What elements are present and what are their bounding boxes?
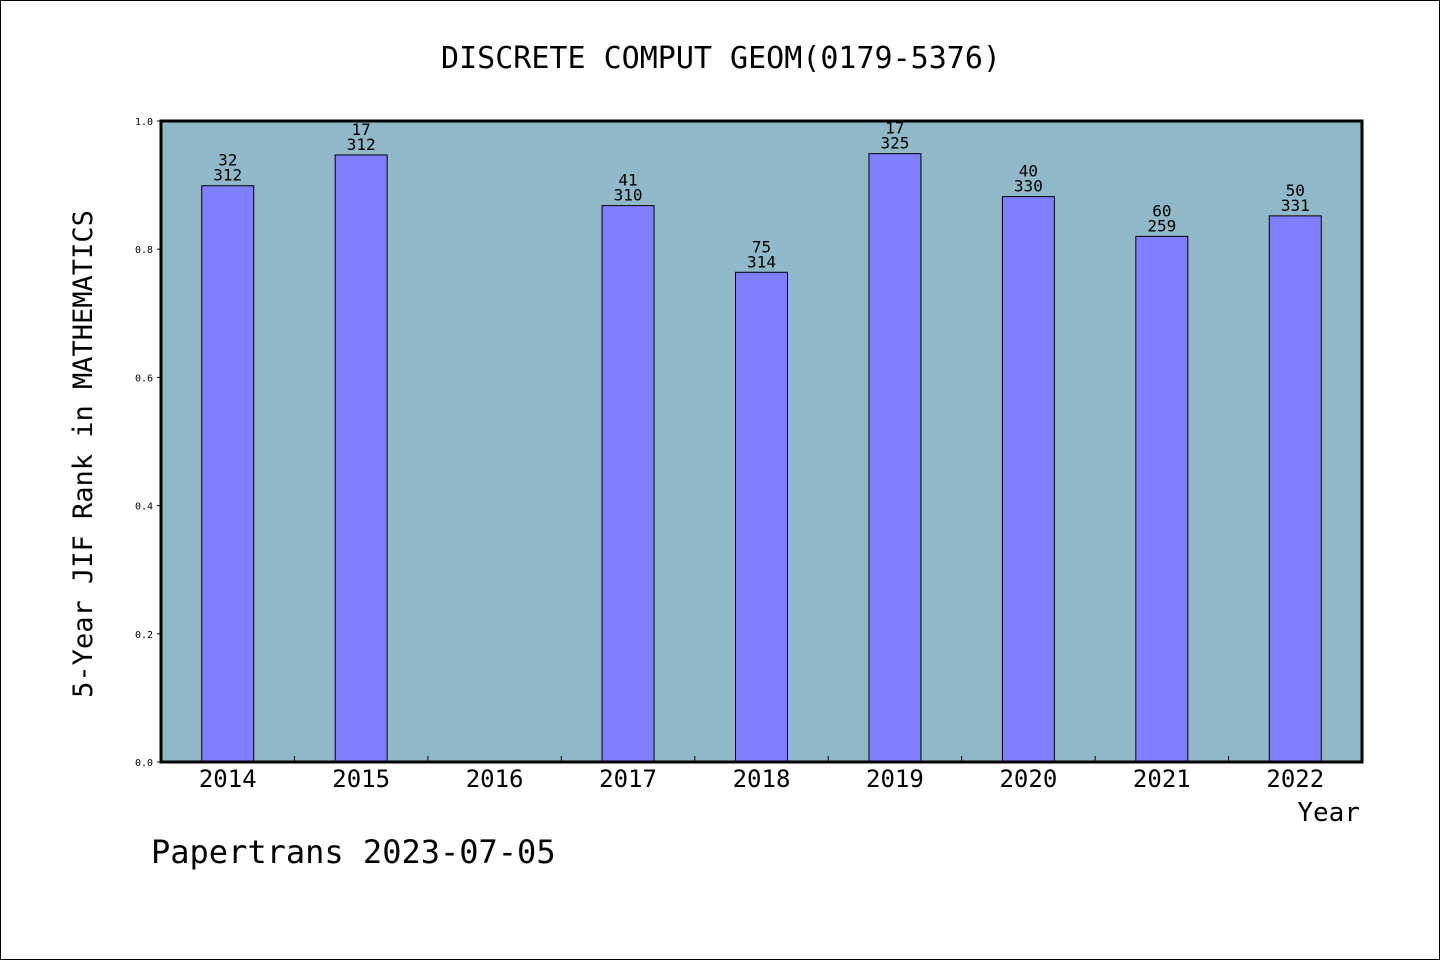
bar-total-label-2022: 331: [1281, 196, 1310, 215]
y-tick-label: 0.4: [135, 502, 153, 513]
bar-2022: [1268, 215, 1322, 763]
bar-rank-label-2019: 17: [885, 119, 904, 138]
bar-rank-label-2020: 40: [1019, 162, 1038, 181]
x-tick-label-2018: 2018: [733, 765, 791, 793]
bar-total-label-2014: 312: [213, 166, 242, 185]
bar-2019: [868, 153, 922, 763]
x-axis-label: Year: [1297, 798, 1360, 828]
bar-rank-label-2018: 75: [752, 237, 771, 256]
chart-title: DISCRETE COMPUT GEOM(0179-5376): [441, 41, 1001, 76]
bar-2015: [334, 154, 388, 763]
x-tick-label-2022: 2022: [1266, 765, 1324, 793]
y-axis-label: 5-Year JIF Rank in MATHEMATICS: [68, 210, 99, 698]
x-tick-label-2016: 2016: [466, 765, 524, 793]
x-tick-label-2015: 2015: [332, 765, 390, 793]
bar-rank-label-2014: 32: [218, 151, 237, 170]
bar-total-label-2015: 312: [347, 135, 376, 154]
bar-2020: [1001, 196, 1055, 763]
bar-rank-label-2022: 50: [1286, 181, 1305, 200]
bar-2018: [735, 271, 788, 763]
bar-rank-label-2017: 41: [618, 171, 637, 190]
bar-total-label-2019: 325: [880, 134, 909, 153]
y-tick-label: 0.0: [135, 758, 153, 769]
x-tick-label-2014: 2014: [199, 765, 257, 793]
y-tick-label: 1.0: [135, 117, 153, 128]
bar-total-label-2017: 310: [614, 186, 643, 205]
bar-rank-label-2021: 60: [1152, 201, 1171, 220]
bar-2017: [601, 205, 655, 763]
bar-2021: [1135, 235, 1189, 763]
bar-total-label-2018: 314: [747, 252, 776, 271]
footer-credit: Papertrans 2023-07-05: [151, 833, 556, 871]
bar-rank-label-2015: 17: [352, 120, 371, 139]
bar-total-label-2021: 259: [1147, 216, 1176, 235]
y-tick-label: 0.8: [135, 245, 153, 256]
x-tick-label-2021: 2021: [1133, 765, 1191, 793]
x-tick-label-2019: 2019: [866, 765, 924, 793]
x-tick-label-2020: 2020: [999, 765, 1057, 793]
plot-border: [159, 119, 1364, 764]
bar-total-label-2020: 330: [1014, 177, 1043, 196]
y-tick-label: 0.2: [135, 630, 153, 641]
x-tick-label-2017: 2017: [599, 765, 657, 793]
y-tick-label: 0.6: [135, 373, 153, 384]
bar-2014: [201, 185, 255, 763]
